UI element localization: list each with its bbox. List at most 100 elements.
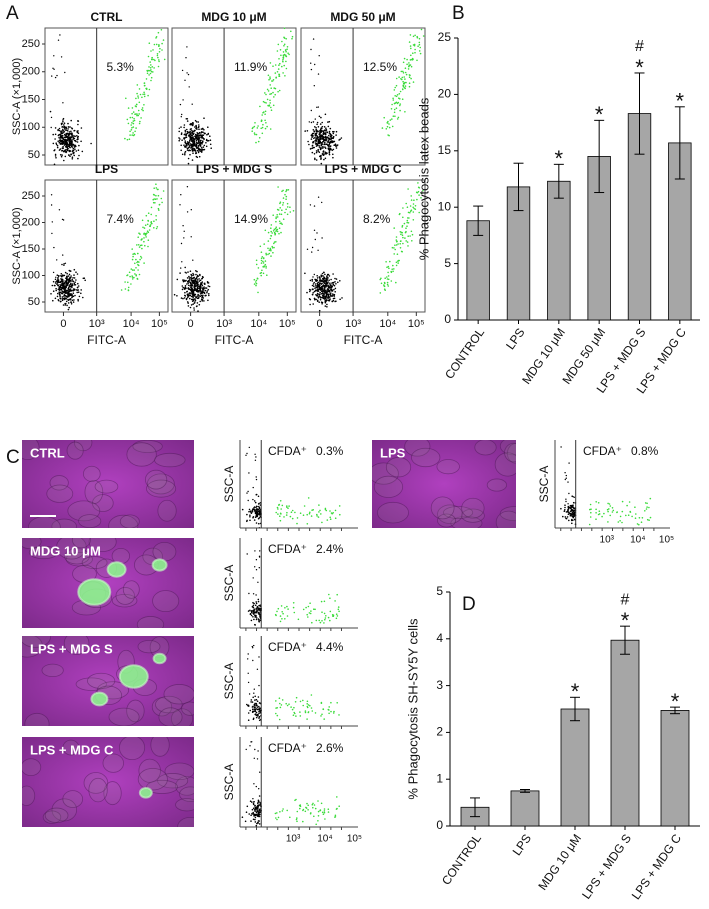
event-dot [254, 748, 256, 751]
event-dot [68, 306, 70, 309]
event-dot [132, 111, 135, 113]
cell-outline [62, 790, 84, 808]
event-dot [143, 237, 145, 239]
event-dot [254, 810, 256, 812]
event-dot [280, 704, 283, 706]
event-dot [598, 510, 601, 512]
event-dot [296, 810, 299, 813]
event-dot [307, 140, 309, 143]
event-dot [329, 510, 331, 512]
event-dot [399, 247, 402, 249]
event-dot [193, 129, 196, 132]
event-dot [324, 152, 326, 155]
event-dot [187, 302, 189, 304]
event-dot [160, 29, 163, 31]
event-dot [328, 134, 330, 137]
event-dot [323, 271, 325, 274]
image-label: CTRL [30, 445, 65, 460]
fluorescent-cell [118, 664, 149, 689]
event-dot [74, 148, 76, 150]
event-dot [136, 244, 138, 246]
event-dot [327, 290, 330, 292]
event-dot [311, 151, 314, 154]
event-dot [252, 718, 255, 721]
event-dot [65, 295, 68, 298]
event-dot [321, 143, 324, 145]
event-dot [254, 710, 257, 713]
event-dot [256, 508, 258, 510]
event-dot [68, 154, 70, 156]
event-dot [273, 96, 275, 98]
event-dot [328, 145, 330, 147]
event-dot [187, 296, 189, 299]
event-dot [395, 264, 398, 267]
event-dot [255, 456, 257, 458]
event-dot [61, 147, 64, 149]
event-dot [267, 240, 270, 242]
event-dot [65, 149, 67, 151]
event-dot [567, 505, 570, 508]
event-dot [257, 505, 260, 508]
cell-outline [22, 636, 52, 648]
event-dot [53, 163, 56, 166]
micrograph-background [22, 440, 194, 528]
event-dot [182, 297, 184, 300]
event-dot [276, 216, 279, 218]
event-dot [52, 299, 54, 302]
event-dot [411, 240, 413, 242]
event-dot [612, 509, 615, 512]
event-dot [255, 698, 258, 701]
event-dot [190, 279, 193, 281]
event-dot [280, 231, 282, 234]
event-dot [405, 202, 408, 205]
event-dot [186, 46, 188, 48]
event-dot [74, 144, 76, 147]
event-dot [192, 137, 195, 140]
event-dot [186, 120, 189, 122]
y-axis-label: SSC-A (×1,000) [11, 58, 23, 135]
event-dot [289, 206, 291, 208]
event-dot [59, 281, 61, 284]
event-dot [313, 85, 315, 87]
event-dot [134, 130, 136, 133]
event-dot [134, 253, 136, 255]
event-dot [258, 621, 261, 623]
event-dot [140, 117, 142, 119]
event-dot [188, 275, 190, 278]
event-dot [275, 217, 277, 220]
event-dot [133, 117, 135, 120]
cell-outline [42, 810, 62, 824]
event-dot [387, 134, 389, 136]
event-dot [416, 198, 418, 201]
event-dot [312, 129, 315, 131]
event-dot [145, 87, 148, 90]
event-dot [135, 258, 137, 261]
event-dot [246, 553, 248, 555]
event-dot [132, 132, 134, 134]
event-dot [198, 140, 200, 142]
event-dot [295, 715, 297, 717]
event-dot [251, 813, 253, 815]
event-dot [189, 270, 192, 273]
event-dot [299, 715, 302, 717]
event-dot [408, 64, 411, 67]
event-dot [385, 261, 387, 263]
event-dot [285, 208, 287, 211]
event-dot [52, 133, 54, 136]
event-dot [258, 788, 260, 790]
event-dot [314, 712, 317, 714]
cell-outline [82, 465, 101, 482]
cell-outline [136, 616, 165, 628]
event-dot [252, 647, 254, 649]
event-dot [282, 51, 285, 53]
event-dot [322, 297, 325, 300]
event-dot [67, 278, 69, 281]
event-dot [315, 619, 318, 622]
event-dot [58, 291, 60, 293]
event-dot [406, 206, 409, 208]
event-dot [278, 227, 281, 229]
event-dot [329, 285, 332, 287]
event-dot [155, 215, 157, 217]
event-dot [144, 244, 146, 247]
event-dot [281, 65, 283, 68]
